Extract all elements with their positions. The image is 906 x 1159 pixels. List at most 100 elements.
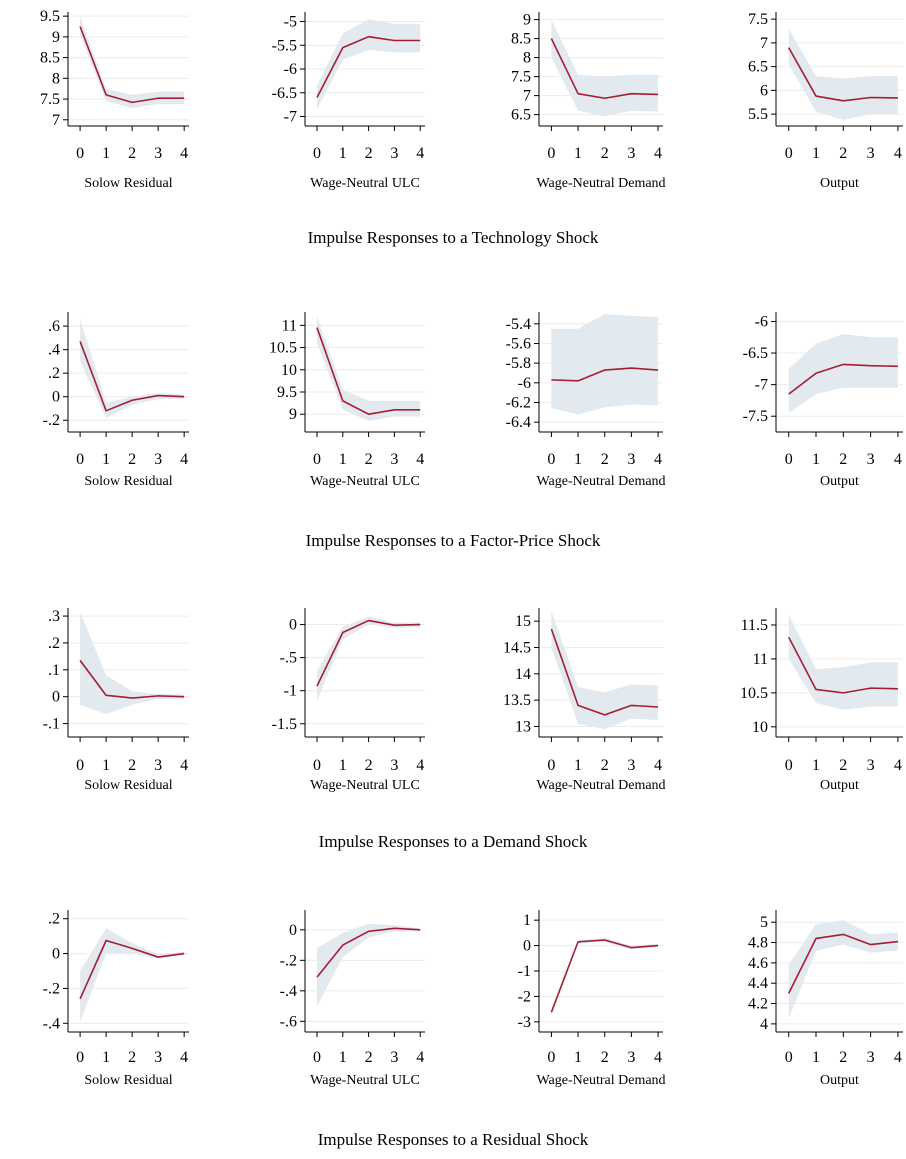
impulse-response-line (79, 939, 185, 1000)
y-tick-label: 9.5 (277, 384, 297, 401)
x-tick-label: 4 (180, 757, 188, 774)
x-tick-label: 1 (812, 757, 820, 774)
x-axis-label: Wage-Neutral Demand (536, 474, 665, 489)
x-tick-label: 2 (128, 145, 136, 162)
y-tick-label: 0 (289, 922, 297, 939)
y-tick-label: .2 (48, 365, 60, 382)
y-tick-label: 7.5 (40, 91, 60, 108)
y-tick-label: -.2 (43, 412, 60, 429)
confidence-band (317, 316, 421, 421)
impulse-response-line (316, 35, 421, 98)
x-tick-label: 3 (867, 145, 875, 162)
x-tick-label: 3 (867, 1049, 875, 1066)
y-tick-label: .6 (48, 318, 60, 335)
x-tick-label: 4 (180, 1049, 188, 1066)
shock-row-title: Impulse Responses to a Demand Shock (319, 832, 588, 851)
x-tick-label: 3 (390, 757, 398, 774)
x-tick-label: 2 (601, 1049, 609, 1066)
x-tick-label: 0 (785, 757, 793, 774)
y-tick-label: 9 (523, 12, 531, 29)
x-tick-label: 0 (547, 1049, 555, 1066)
x-axis-label: Output (820, 474, 859, 489)
x-tick-label: 1 (102, 1049, 110, 1066)
y-tick-label: -6.5 (272, 85, 297, 102)
y-tick-label: -.2 (43, 980, 60, 997)
y-tick-label: 11 (282, 317, 297, 334)
confidence-band (80, 16, 185, 109)
x-tick-label: 1 (339, 451, 347, 468)
y-tick-label: 7.5 (511, 69, 531, 86)
x-tick-label: 4 (180, 451, 188, 468)
x-tick-label: 1 (812, 145, 820, 162)
y-tick-label: 8 (52, 70, 60, 87)
x-tick-label: 4 (654, 451, 662, 468)
chart-panel: -6.4 -6.2 -6 -5.8 -5.6 -5.4 0 1 2 3 4 Wage-Neutral … (506, 312, 666, 489)
x-tick-label: 2 (839, 145, 847, 162)
x-tick-label: 4 (894, 451, 902, 468)
y-tick-label: -6.2 (506, 394, 531, 411)
y-tick-label: 11.5 (741, 617, 768, 634)
x-tick-label: 1 (574, 145, 582, 162)
y-tick-label: 4.8 (748, 935, 768, 952)
confidence-band (551, 937, 659, 1015)
y-tick-label: 4.2 (748, 996, 768, 1013)
impulse-response-line (316, 327, 421, 416)
x-axis-label: Solow Residual (84, 778, 172, 793)
chart-panel: -.1 0 .1 .2 .3 0 1 2 3 4 Solow Residual (43, 608, 189, 793)
y-tick-label: -6 (284, 61, 297, 78)
impulse-response-line (550, 628, 659, 716)
y-tick-label: 7 (523, 88, 531, 105)
chart-panel: 13 13.5 14 14.5 15 0 1 2 3 4 Wage-Neutral Demand (503, 608, 666, 793)
x-axis-label: Wage-Neutral ULC (310, 176, 420, 191)
x-tick-label: 1 (812, 451, 820, 468)
x-tick-label: 0 (785, 451, 793, 468)
x-tick-label: 3 (627, 1049, 635, 1066)
confidence-band (317, 19, 421, 110)
impulse-response-line (787, 636, 898, 694)
confidence-band (788, 28, 898, 120)
x-tick-label: 0 (76, 757, 84, 774)
y-tick-label: -6 (518, 375, 531, 392)
y-tick-label: -3 (518, 1014, 531, 1031)
confidence-band (551, 610, 659, 730)
y-tick-label: -1 (284, 683, 297, 700)
x-tick-label: 2 (839, 451, 847, 468)
y-tick-label: 0 (523, 938, 531, 955)
x-axis-label: Solow Residual (84, 176, 172, 191)
x-tick-label: 0 (547, 145, 555, 162)
y-tick-label: 6 (760, 82, 768, 99)
x-axis-label: Wage-Neutral Demand (536, 1073, 665, 1088)
chart-panel: -3 -2 -1 0 1 0 1 2 3 4 Wage-Neutral Demand (518, 910, 666, 1088)
y-tick-label: 7.5 (748, 11, 768, 28)
x-tick-label: 4 (416, 1049, 424, 1066)
x-tick-label: 3 (154, 145, 162, 162)
y-tick-label: -1.5 (272, 716, 297, 733)
chart-panel: -1.5 -1 -.5 0 0 1 2 3 4 Wage-Neutral ULC (272, 608, 425, 793)
chart-panel: 7 7.5 8 8.5 9 9.5 0 1 2 3 4 Solow Residual (40, 8, 189, 191)
impulse-response-line (551, 367, 659, 382)
y-tick-label: 14.5 (503, 639, 531, 656)
x-axis-label: Wage-Neutral Demand (536, 176, 665, 191)
x-tick-label: 2 (601, 451, 609, 468)
confidence-band (551, 313, 659, 415)
y-tick-label: 8 (523, 50, 531, 67)
x-tick-label: 2 (128, 1049, 136, 1066)
y-tick-label: -7 (284, 109, 297, 126)
y-tick-label: 13.5 (503, 692, 531, 709)
x-tick-label: 2 (365, 1049, 373, 1066)
chart-panel: -.6 -.4 -.2 0 0 1 2 3 4 Wage-Neutral ULC (280, 910, 425, 1088)
y-tick-label: 0 (52, 689, 60, 706)
x-tick-label: 3 (154, 1049, 162, 1066)
chart-panel: 5.5 6 6.5 7 7.5 0 1 2 3 4 Output (748, 11, 903, 191)
impulse-response-line (316, 619, 421, 687)
confidence-band (80, 612, 185, 715)
x-tick-label: 4 (894, 757, 902, 774)
x-tick-label: 4 (654, 757, 662, 774)
chart-panel: -.2 0 .2 .4 .6 0 1 2 3 4 Solow Residual (43, 312, 189, 489)
chart-panel: -7 -6.5 -6 -5.5 -5 0 1 2 3 4 Wage-Neutral ULC (272, 12, 425, 191)
y-tick-label: -.4 (43, 1015, 60, 1032)
shock-row-title: Impulse Responses to a Factor-Price Shoc… (306, 531, 601, 550)
x-tick-label: 0 (547, 451, 555, 468)
impulse-response-line (787, 933, 899, 994)
